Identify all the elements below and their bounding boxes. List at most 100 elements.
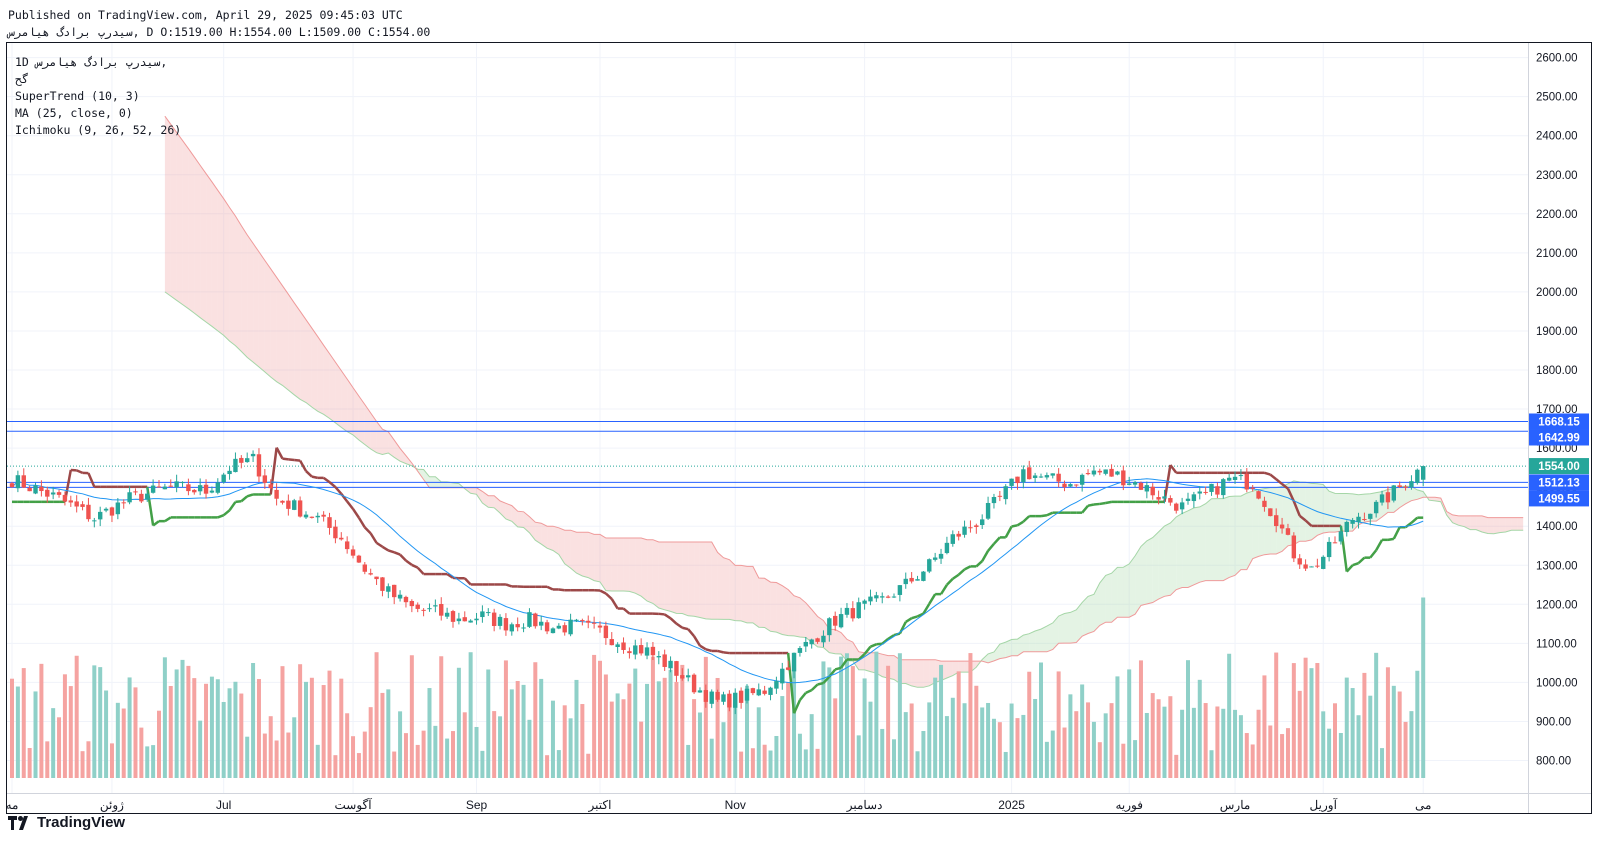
candle-body	[756, 689, 761, 696]
volume-bar	[498, 716, 503, 778]
cloud-segment	[206, 173, 212, 327]
volume-bar	[527, 719, 532, 778]
supertrend-segment	[1163, 464, 1172, 503]
candle-body	[874, 595, 879, 599]
volume-bar	[192, 678, 197, 778]
volume-bar	[1244, 733, 1249, 778]
volume-bar	[545, 755, 550, 778]
span-a-line	[164, 291, 1524, 688]
supertrend-segment	[717, 649, 724, 654]
candle-body	[1379, 494, 1385, 503]
candle-body	[415, 604, 420, 609]
tradingview-brand: TradingView	[37, 814, 126, 831]
cloud-segment	[488, 495, 495, 508]
legend-ichimoku[interactable]: Ichimoku (9, 26, 52, 26)	[15, 123, 181, 137]
candle-body	[1362, 519, 1367, 521]
supertrend-segment	[981, 550, 990, 562]
volume-bar	[568, 718, 573, 778]
y-tick-label: 1600.00	[1536, 443, 1578, 455]
volume-bar	[1250, 744, 1255, 778]
volume-bar	[1321, 711, 1326, 778]
volume-bar	[1415, 670, 1420, 778]
legend-ma[interactable]: MA (25, close, 0)	[15, 106, 133, 120]
volume-bar	[139, 727, 144, 778]
supertrend-segment	[693, 635, 702, 647]
candle-body	[827, 618, 832, 636]
legend-supertrend[interactable]: SuperTrend (10, 3)	[15, 89, 140, 103]
volume-bar	[209, 676, 214, 778]
candle-body	[580, 620, 585, 622]
cloud-segment	[182, 140, 189, 309]
candles	[9, 448, 1426, 715]
volume-bar	[1027, 671, 1032, 778]
volume-bar	[1303, 657, 1308, 778]
candle-body	[456, 618, 462, 622]
volume-bar	[750, 748, 755, 778]
supertrend-segment	[1375, 539, 1384, 551]
candle-body	[880, 596, 885, 598]
cloud-segment	[505, 503, 512, 522]
cloud-segment	[1070, 609, 1077, 644]
cloud-segment	[764, 578, 771, 632]
candle-body	[286, 500, 291, 509]
volume-bar	[351, 736, 356, 778]
price-axis[interactable]: 800.00 900.00 1000.00 1100.00 1200.00 1300.00…	[1529, 53, 1589, 768]
candle-body	[968, 527, 973, 529]
volume-bar	[439, 656, 444, 778]
candle-body	[1356, 516, 1361, 522]
cloud-segment	[629, 537, 636, 594]
volume-bar	[950, 697, 955, 778]
candle-body	[1279, 524, 1285, 529]
candle-body	[74, 501, 79, 507]
cloud-segment	[541, 523, 548, 549]
candle-body	[62, 494, 68, 502]
volume-bar	[427, 688, 432, 778]
supertrend-segment	[1275, 478, 1283, 486]
candle-body	[697, 690, 703, 693]
candle-body	[1056, 473, 1061, 482]
candle-body	[1162, 496, 1167, 499]
candle-body	[468, 620, 473, 623]
grid	[7, 43, 1528, 793]
candle-body	[1156, 497, 1161, 500]
volume-bar	[827, 667, 832, 778]
cloud-segment	[1323, 484, 1330, 534]
span-b-line	[164, 115, 1524, 664]
candle-body	[956, 533, 961, 537]
cloud-segment	[247, 234, 254, 363]
supertrend-segment	[411, 563, 419, 569]
volume-bar	[868, 701, 873, 778]
volume-bar	[1080, 684, 1085, 778]
time-axis[interactable]: مه ژوئن Jul آگوست Sep اکتبر Nov دسامبر 2025 فوریه…	[6, 797, 1432, 812]
candle-body	[392, 584, 397, 598]
candle-body	[68, 500, 73, 503]
candle-body	[9, 483, 15, 488]
supertrend-segment	[1387, 537, 1395, 542]
cloud-segment	[1499, 517, 1506, 533]
cloud-segment	[676, 542, 683, 614]
volume-bar	[451, 731, 455, 778]
supertrend-segment	[1352, 561, 1359, 567]
volume-bar	[839, 656, 844, 778]
candle-body	[932, 557, 938, 560]
candle-body	[1344, 521, 1349, 533]
candle-body	[344, 541, 350, 550]
volume-bar	[921, 731, 926, 778]
supertrend-segment	[446, 573, 454, 579]
candle-body	[121, 502, 126, 504]
candle-body	[39, 486, 44, 492]
cloud-segment	[1129, 555, 1136, 618]
volume-bar	[486, 669, 491, 778]
volume-bar	[92, 665, 97, 778]
volume-bar	[215, 679, 220, 778]
volume-bar	[1109, 703, 1114, 778]
tradingview-logo[interactable]: TradingView	[8, 814, 125, 831]
volume-bar	[668, 669, 673, 778]
volume-bar	[1138, 660, 1143, 778]
cloud-segment	[1105, 573, 1112, 623]
cloud-segment	[864, 652, 871, 672]
y-tick-label: 1300.00	[1536, 560, 1578, 572]
volume-bar	[356, 753, 361, 778]
volume-bar	[204, 683, 209, 778]
